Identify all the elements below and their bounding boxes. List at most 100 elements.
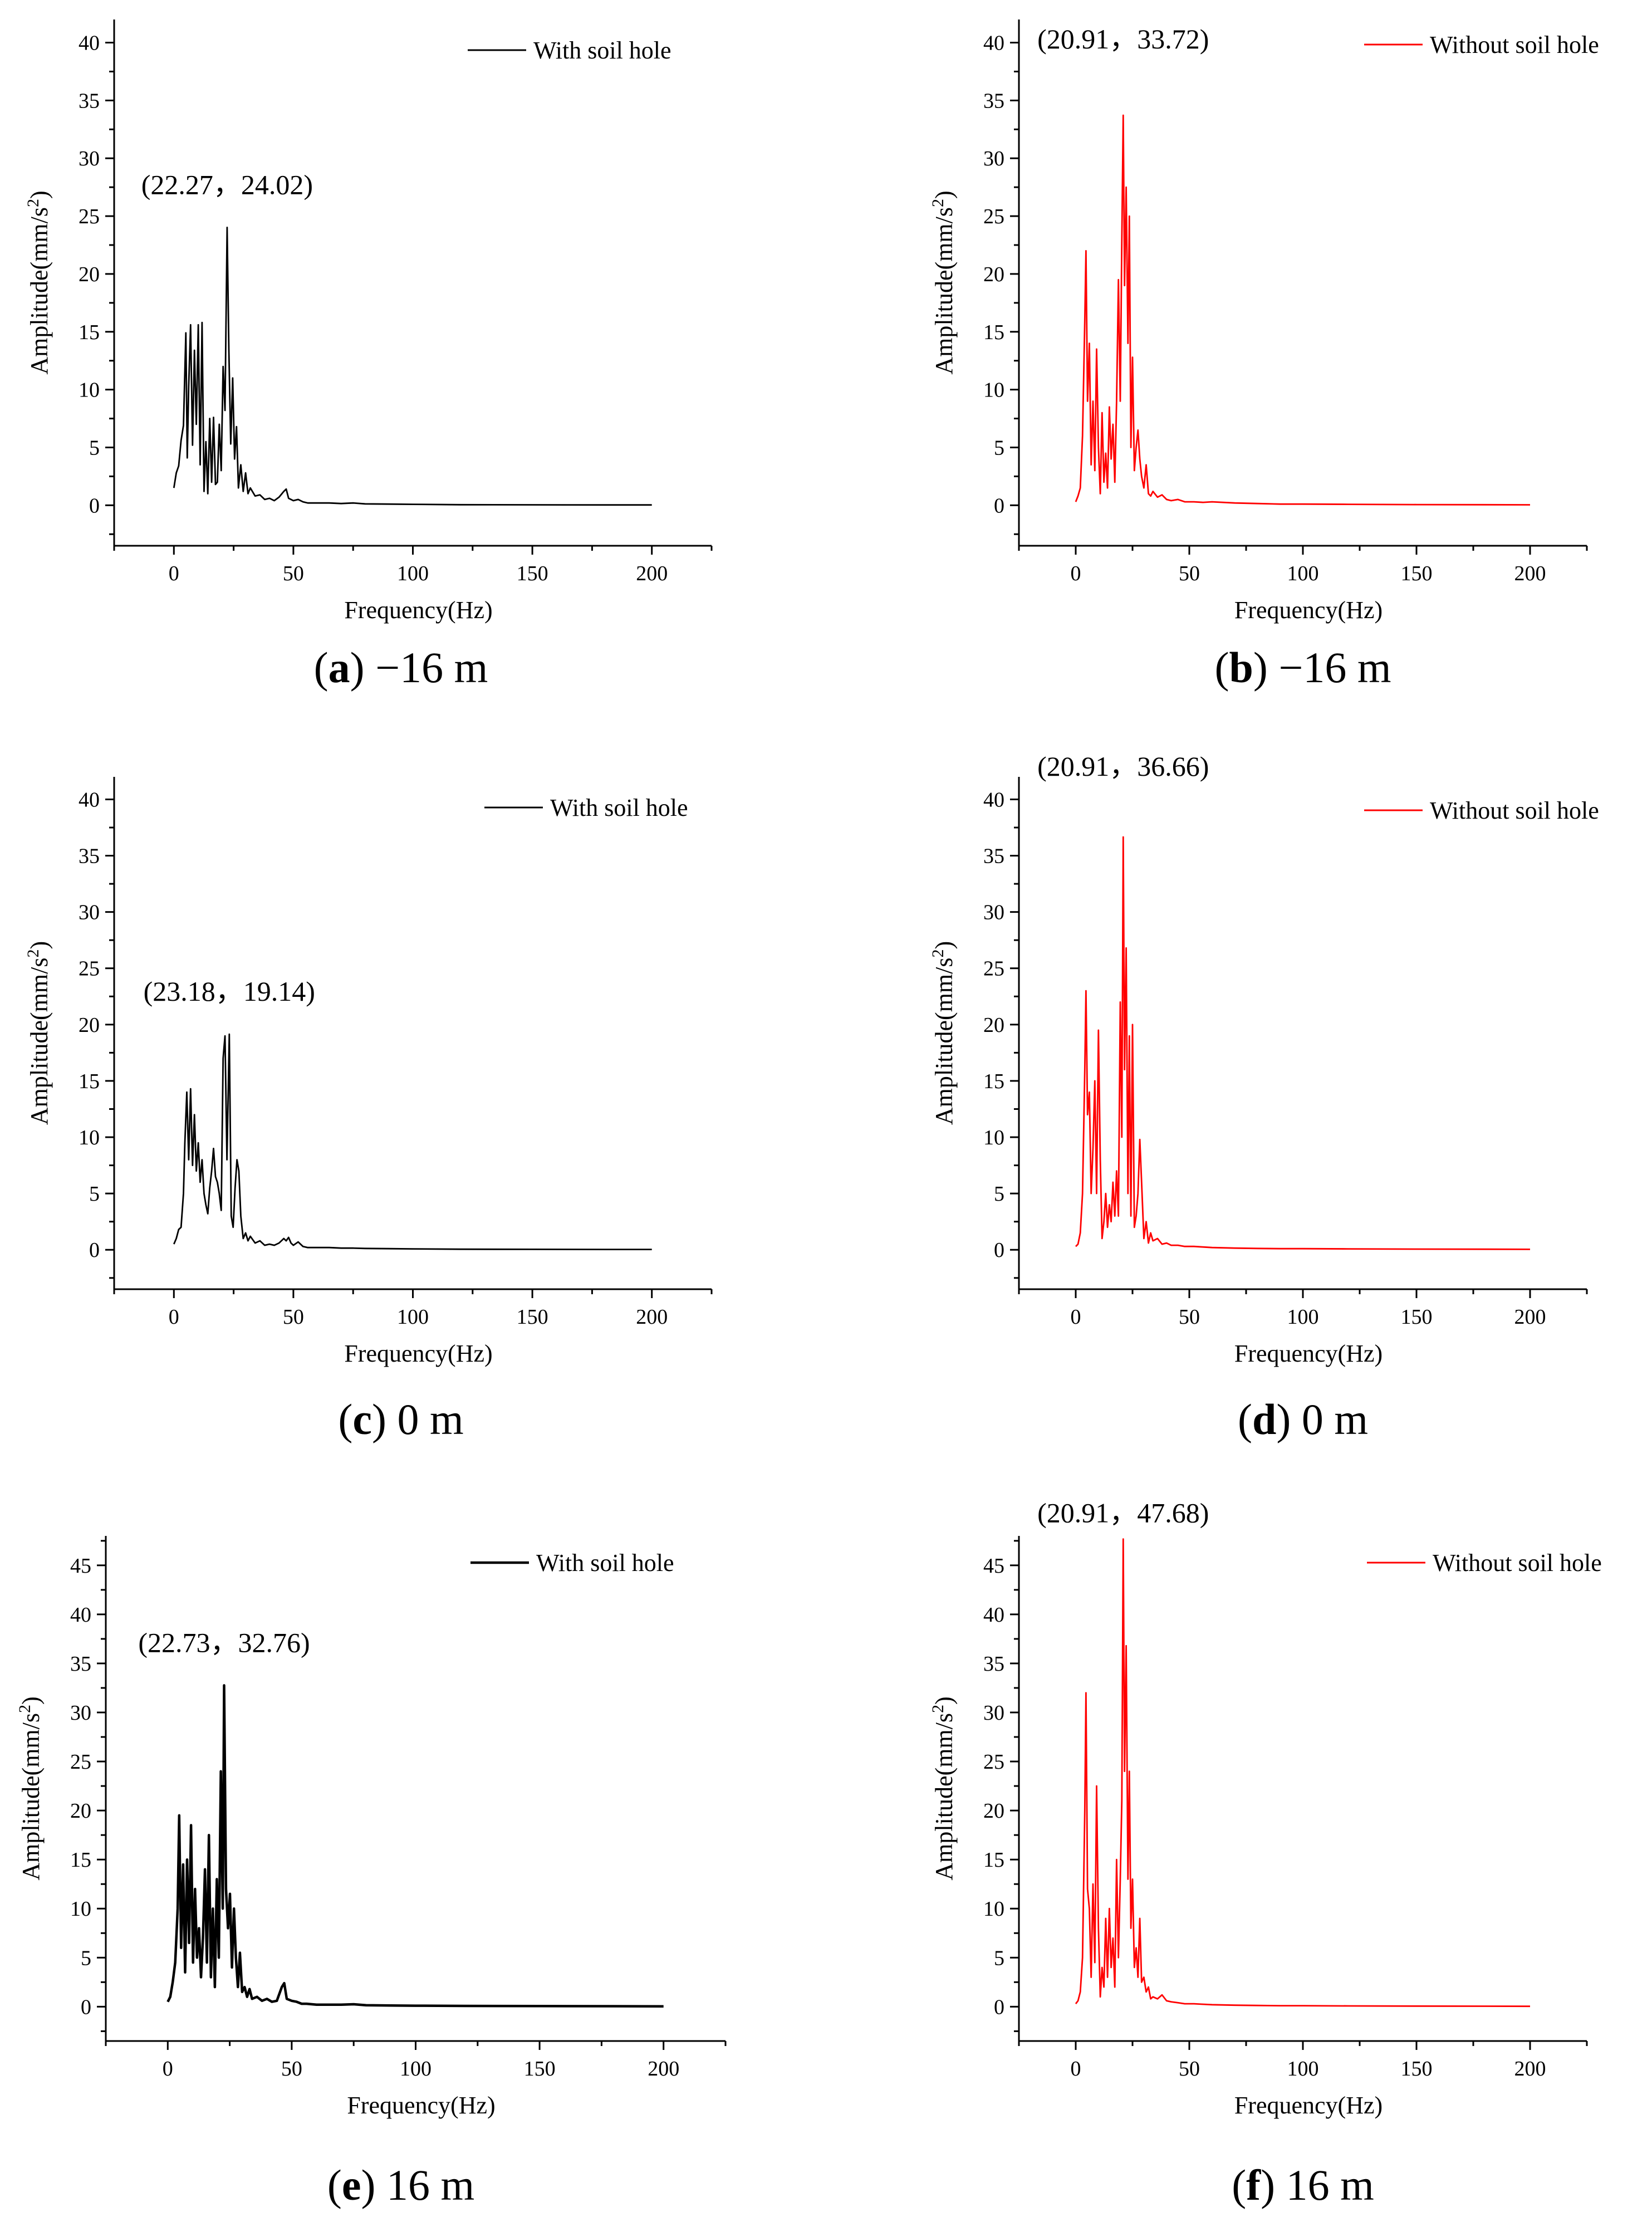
y-tick-label: 45 (983, 1554, 1004, 1578)
y-axis-label: Amplitude(mm/s2) (929, 941, 958, 1125)
y-tick-label: 30 (79, 147, 100, 170)
series-line-a (173, 227, 652, 506)
y-axis-label-superscript: 2 (929, 950, 947, 958)
x-tick-label: 50 (1179, 2057, 1200, 2081)
x-tick-label: 200 (636, 1305, 668, 1329)
y-tick-label: 25 (983, 1750, 1004, 1774)
caption-depth: 16 m (1275, 2161, 1374, 2209)
x-tick-label: 100 (1287, 562, 1319, 585)
x-tick-label: 100 (1287, 1305, 1319, 1329)
x-tick-label: 0 (1071, 1305, 1081, 1329)
y-tick-label: 40 (983, 1603, 1004, 1627)
x-tick-label: 150 (1401, 2057, 1433, 2081)
caption-paren-close: ) (350, 643, 365, 692)
y-tick-label: 15 (983, 1070, 1004, 1093)
x-tick-label: 200 (636, 562, 668, 585)
x-tick-label: 150 (1401, 1305, 1433, 1329)
x-tick-label: 150 (517, 562, 548, 585)
y-tick-label: 25 (79, 205, 100, 228)
y-tick-label: 5 (994, 436, 1004, 459)
caption-paren-close: ) (1253, 643, 1268, 692)
y-tick-label: 0 (994, 494, 1004, 517)
caption-letter: c (352, 1395, 372, 1443)
y-tick-label: 25 (70, 1750, 91, 1774)
caption-paren-open: ( (1238, 1395, 1252, 1443)
peak-annotation: (20.91，47.68) (1037, 1497, 1209, 1529)
y-tick-label: 5 (89, 436, 100, 459)
y-axis-label-text: Amplitude(mm/s (17, 1713, 45, 1881)
y-tick-label: 5 (89, 1182, 100, 1206)
y-tick-label: 30 (983, 1701, 1004, 1725)
x-tick-label: 50 (283, 562, 304, 585)
x-tick-label: 100 (397, 562, 429, 585)
y-axis-label: Amplitude(mm/s2) (24, 941, 53, 1125)
panel-caption: (c) 0 m (338, 1395, 463, 1443)
y-tick-label: 0 (89, 1239, 100, 1262)
y-axis-label-superscript: 2 (929, 1705, 947, 1713)
caption-paren-close: ) (1276, 1395, 1291, 1443)
y-tick-label: 20 (983, 1799, 1004, 1823)
caption-paren-open: ( (338, 1395, 352, 1443)
peak-annotation: (22.73，32.76) (138, 1627, 310, 1658)
x-axis-label: Frequency(Hz) (1234, 1340, 1383, 1367)
x-tick-label: 200 (1514, 1305, 1546, 1329)
y-axis-label-superscript: 2 (24, 950, 42, 958)
series-line-e (166, 1684, 664, 2008)
y-tick-label: 45 (70, 1554, 91, 1578)
y-tick-label: 25 (79, 957, 100, 981)
y-tick-label: 10 (79, 1126, 100, 1149)
x-axis-label: Frequency(Hz) (1234, 596, 1383, 624)
y-tick-label: 10 (983, 1126, 1004, 1149)
y-tick-label: 40 (983, 788, 1004, 811)
y-axis-label-close: ) (17, 1696, 45, 1705)
x-tick-label: 200 (648, 2057, 679, 2081)
chart-panel-d: 0 5 10 15 20 25 30 35 40 0 50 100 150 200 Frequency(Hz… (929, 751, 1599, 1443)
y-axis-label-text: Amplitude(mm/s (930, 1713, 958, 1881)
panel-caption: (e) 16 m (327, 2161, 474, 2209)
y-tick-label: 35 (79, 845, 100, 868)
panel-caption: (a) −16 m (314, 643, 488, 692)
y-tick-label: 30 (70, 1701, 91, 1725)
x-tick-label: 50 (283, 1305, 304, 1329)
x-axis-label: Frequency(Hz) (344, 596, 492, 624)
y-tick-label: 15 (79, 321, 100, 344)
y-axis-label: Amplitude(mm/s2) (16, 1696, 45, 1880)
caption-letter: b (1229, 643, 1253, 692)
x-tick-label: 0 (1071, 562, 1081, 585)
panel-caption: (b) −16 m (1214, 643, 1391, 692)
y-tick-label: 40 (79, 32, 100, 55)
y-tick-label: 30 (983, 147, 1004, 170)
chart-panel-f: 0 5 10 15 20 25 30 35 40 45 0 50 100 150 200 Frequency(… (929, 1497, 1602, 2209)
y-tick-label: 25 (983, 957, 1004, 981)
y-tick-label: 0 (89, 494, 100, 517)
y-tick-label: 30 (983, 901, 1004, 924)
caption-letter: a (329, 643, 350, 692)
caption-depth: 0 m (386, 1395, 464, 1443)
y-axis-label-text: Amplitude(mm/s (930, 207, 958, 375)
y-tick-label: 40 (983, 32, 1004, 55)
y-tick-label: 20 (983, 263, 1004, 286)
y-tick-label: 20 (70, 1799, 91, 1823)
y-tick-label: 15 (79, 1070, 100, 1093)
caption-letter: d (1252, 1395, 1276, 1443)
y-tick-label: 5 (81, 1946, 91, 1970)
caption-depth: −16 m (1268, 643, 1391, 692)
series-line-d (1075, 836, 1531, 1250)
y-tick-label: 5 (994, 1182, 1004, 1206)
caption-paren-open: ( (327, 2161, 342, 2209)
peak-annotation: (20.91，36.66) (1037, 751, 1209, 782)
caption-paren-open: ( (1214, 643, 1229, 692)
y-tick-label: 10 (70, 1897, 91, 1921)
panel-caption: (f) 16 m (1232, 2161, 1374, 2209)
peak-annotation: (23.18，19.14) (144, 976, 315, 1007)
x-tick-label: 0 (169, 1305, 179, 1329)
x-tick-label: 150 (517, 1305, 548, 1329)
y-tick-label: 20 (79, 1014, 100, 1037)
y-tick-label: 10 (983, 1897, 1004, 1921)
y-axis-label: Amplitude(mm/s2) (24, 190, 53, 374)
x-axis-label: Frequency(Hz) (1234, 2092, 1383, 2119)
y-tick-label: 40 (70, 1603, 91, 1627)
y-tick-label: 35 (983, 845, 1004, 868)
x-tick-label: 0 (163, 2057, 173, 2081)
